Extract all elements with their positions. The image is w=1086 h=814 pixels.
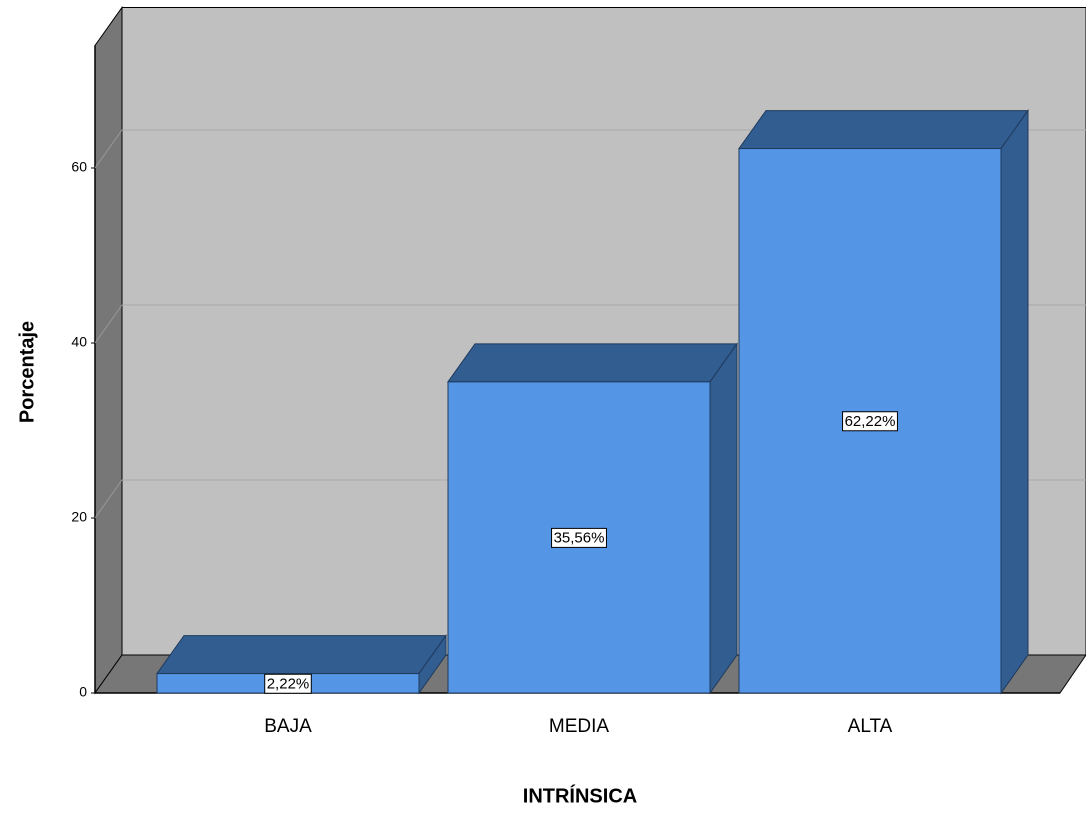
- x-tick-label: ALTA: [848, 716, 893, 737]
- value-label-text: 2,22%: [267, 675, 310, 692]
- value-label-box: [264, 673, 312, 694]
- x-tick-label: BAJA: [264, 716, 312, 737]
- bar-side: [709, 342, 738, 695]
- y-tick-label: 60: [71, 159, 87, 175]
- value-label-text: 35,56%: [554, 529, 605, 546]
- y-tick-label: 0: [79, 684, 87, 700]
- bar-top: [738, 110, 1029, 150]
- side-grid-line: [94, 479, 123, 519]
- y-axis-title: Porcentaje: [16, 321, 38, 423]
- value-label: 62,22%: [842, 411, 898, 432]
- bar-top: [156, 635, 447, 675]
- y-tick-label: 40: [71, 334, 87, 350]
- value-label-text: 62,22%: [845, 413, 896, 430]
- value-label-box: [842, 411, 898, 432]
- side-grid-line: [94, 129, 123, 169]
- side-grid-line: [94, 304, 123, 344]
- value-label: 2,22%: [264, 673, 312, 694]
- y-tick-label: 20: [71, 509, 87, 525]
- value-label-box: [551, 527, 607, 548]
- value-label: 35,56%: [551, 527, 607, 548]
- bar-side: [1000, 109, 1029, 695]
- x-axis-title: INTRÍNSICA: [523, 784, 637, 807]
- side-wall: [94, 5, 123, 695]
- bar-top: [447, 343, 738, 383]
- x-tick-label: MEDIA: [549, 716, 610, 737]
